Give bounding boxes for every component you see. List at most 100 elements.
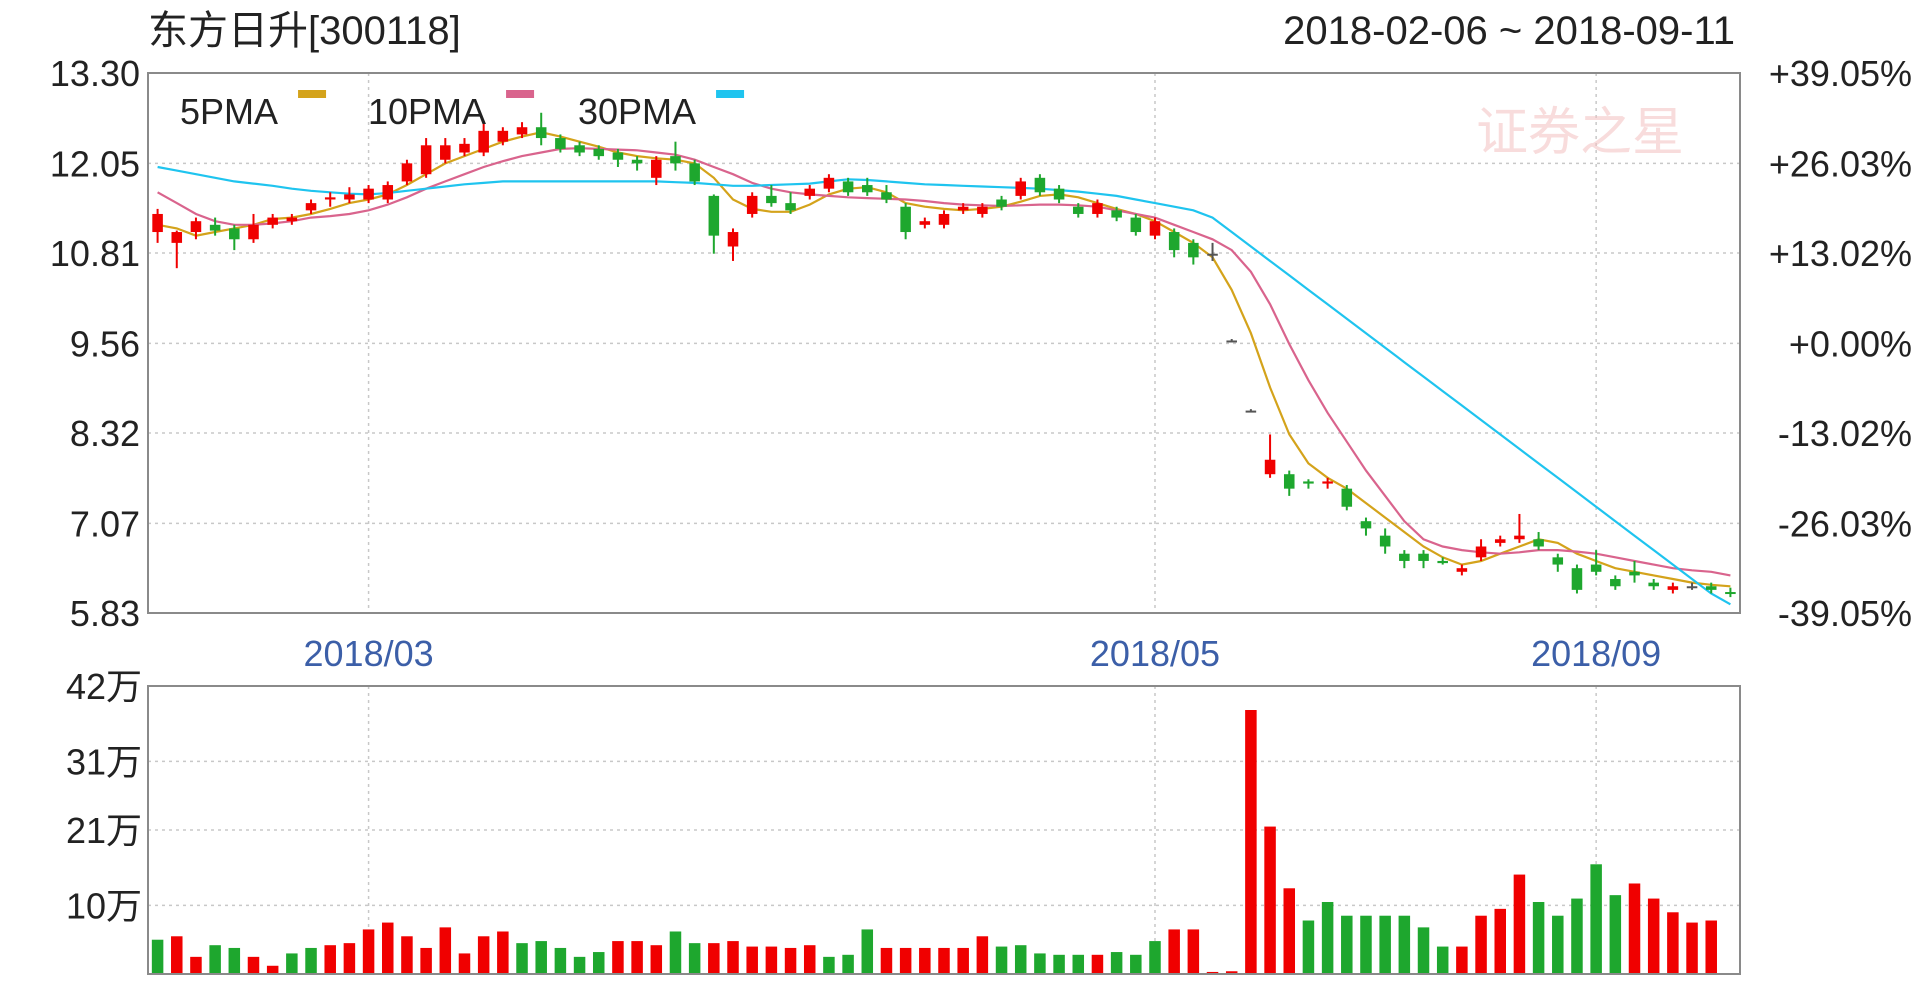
candle-body (1245, 410, 1257, 413)
volume-bar (938, 947, 950, 974)
candle-body (1494, 539, 1506, 543)
volume-bars (151, 710, 1717, 974)
candle (1475, 539, 1487, 561)
volume-tick-label: 21万 (66, 810, 142, 851)
candle-body (440, 145, 451, 160)
date-tick-label: 2018/09 (1531, 633, 1661, 674)
volume-bar (1628, 883, 1641, 974)
volume-bar (1149, 941, 1161, 974)
candle-body (842, 181, 854, 193)
candle-body (862, 185, 873, 193)
volume-bar (324, 945, 336, 974)
candle (1264, 434, 1276, 478)
candle (516, 122, 528, 139)
volume-bar (1590, 864, 1602, 974)
candle (1725, 587, 1736, 598)
volume-bar (1513, 874, 1526, 974)
candle (1456, 564, 1468, 576)
moving-average-lines (157, 131, 1731, 606)
volume-bar (1187, 929, 1200, 974)
volume-bar (497, 931, 509, 974)
candle-body (190, 221, 202, 233)
candle (1686, 582, 1698, 590)
candle-body (1667, 586, 1679, 590)
candle (785, 192, 796, 214)
volume-bar (631, 941, 643, 974)
volume-bar (919, 947, 931, 974)
volume-bar (765, 946, 778, 974)
volume-bar (995, 946, 1008, 974)
date-tick-label: 2018/03 (304, 633, 434, 674)
candle (1648, 579, 1659, 590)
candle-body (631, 159, 643, 164)
candle (190, 217, 202, 240)
percent-tick-label: +0.00% (1789, 323, 1912, 364)
volume-bar (1034, 953, 1046, 974)
candle-body (1725, 592, 1736, 595)
percent-axis-labels: +39.05% +26.03% +13.02% +0.00% -13.02% -26.03… (1769, 53, 1912, 634)
volume-bar (880, 947, 893, 974)
candle-body (1322, 481, 1333, 484)
ma-line-30pma (157, 165, 1731, 606)
volume-bar (151, 939, 164, 974)
candle-body (1533, 539, 1544, 547)
price-tick-label: 10.81 (50, 233, 140, 274)
candle (842, 177, 854, 196)
volume-bar (612, 941, 624, 974)
candle (497, 127, 509, 146)
date-range: 2018-02-06 ~ 2018-09-11 (1283, 9, 1735, 53)
candle (651, 156, 662, 186)
percent-tick-label: +13.02% (1769, 233, 1912, 274)
legend-swatch (716, 90, 745, 98)
candle-body (305, 203, 317, 211)
volume-bar (1494, 908, 1506, 974)
stock-title: 东方日升[300118] (148, 9, 461, 53)
candle (555, 134, 566, 153)
volume-tick-label: 42万 (66, 666, 142, 707)
candle-body (1399, 553, 1410, 561)
volume-bar (1417, 927, 1430, 974)
candle (1399, 550, 1410, 569)
candle-body (1610, 579, 1621, 587)
candle (1437, 557, 1448, 565)
candle (804, 185, 816, 200)
candle-body (401, 163, 413, 182)
candle-body (1514, 535, 1525, 540)
candle (1168, 228, 1180, 258)
volume-axis-labels: 42万 31万 21万 10万 (66, 666, 142, 926)
candle-body (1686, 586, 1698, 589)
candle (1571, 564, 1583, 594)
candle (440, 138, 451, 164)
volume-bar (516, 943, 528, 974)
candle-body (1283, 474, 1295, 489)
candle-body (535, 127, 547, 139)
watermark: 证券之星 (1476, 104, 1684, 162)
candle (957, 203, 969, 214)
candle (938, 210, 950, 229)
volume-bar (688, 943, 701, 974)
candle (478, 123, 489, 157)
candle (248, 213, 259, 243)
price-tick-label: 8.32 (70, 413, 140, 454)
volume-tick-label: 10万 (66, 885, 142, 926)
candle (382, 181, 394, 204)
candle (1015, 177, 1026, 200)
volume-bar (362, 929, 375, 974)
volume-bar (1686, 922, 1698, 974)
candle-body (209, 224, 221, 231)
candle (1092, 199, 1103, 218)
candle (919, 217, 931, 229)
candle (1418, 550, 1429, 569)
candle-body (670, 156, 681, 164)
candle-body (1552, 557, 1564, 565)
candle (1034, 174, 1046, 196)
candle-body (478, 130, 489, 153)
volume-bar (1283, 888, 1296, 974)
candle-body (229, 228, 240, 240)
volume-bar (1436, 946, 1449, 974)
volume-bar (305, 947, 317, 974)
volume-bar (458, 953, 471, 974)
ma-line-5pma (157, 131, 1731, 588)
candle (267, 213, 278, 229)
